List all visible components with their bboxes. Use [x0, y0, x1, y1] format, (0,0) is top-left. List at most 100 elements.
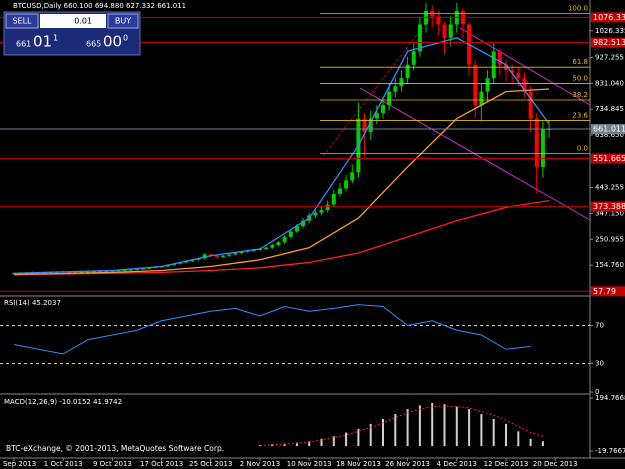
candle-body [196, 258, 201, 260]
buy-price-small: 0 [123, 34, 128, 43]
candle-body [301, 220, 306, 227]
sell-price-small: 1 [53, 34, 58, 43]
candle-body [288, 231, 293, 237]
macd-bar [259, 444, 261, 447]
price-level-label: 373.388 [593, 202, 625, 211]
candle-body [270, 244, 275, 248]
x-tick-label: 26 Nov 2013 [385, 460, 430, 468]
candle-body [436, 16, 441, 25]
x-tick-label: 4 Dec 2013 [437, 460, 477, 468]
buy-price-big: 665 [86, 40, 101, 49]
candle-body [98, 271, 103, 273]
macd-bar [332, 436, 335, 447]
macd-bar [505, 423, 507, 447]
y-tick-label: 154.760 [595, 261, 624, 269]
trade-panel: SELL 0.01 BUY 661 01 1 665 00 0 [3, 11, 141, 56]
buy-button[interactable] [107, 13, 139, 29]
candle-body [534, 118, 539, 167]
candle-body [171, 263, 176, 266]
candle-body [85, 271, 90, 273]
sell-button[interactable] [5, 13, 39, 29]
candle-body [497, 51, 502, 65]
sell-price-mid: 01 [33, 33, 52, 51]
candle-body [405, 64, 410, 79]
moving-average [13, 88, 550, 276]
y-tick-label: 0 [595, 388, 599, 396]
candle-body [135, 269, 139, 271]
macd-bar [394, 414, 397, 447]
macd-bar [529, 438, 532, 447]
sell-price-big: 661 [16, 40, 31, 49]
candle-body [91, 271, 96, 273]
macd-bar [320, 438, 323, 447]
candle-body [202, 254, 207, 259]
candle-body [12, 273, 16, 275]
x-tick-label: 12 Dec 2013 [484, 460, 529, 468]
candle-body [399, 78, 404, 87]
candle-body [276, 242, 281, 245]
candle-body [368, 118, 373, 132]
buy-label[interactable]: BUY [115, 17, 131, 26]
candle-body [393, 86, 398, 92]
candle-body [448, 24, 453, 38]
candle-body [485, 78, 490, 92]
y-tick-label: 638.650 [595, 131, 624, 139]
macd-bar [443, 404, 446, 447]
channel-line [359, 87, 591, 221]
y-tick-label: 1026.335 [595, 27, 625, 35]
candle-body [79, 271, 84, 273]
indicator-title: MACD(12,26,9) -10.0152 41.9742 [4, 398, 122, 406]
macd-bar [455, 406, 458, 447]
fib-label: 0.0 [577, 145, 588, 153]
candle-body [122, 269, 127, 271]
candle-body [67, 271, 72, 274]
macd-bar [480, 414, 483, 447]
candle-body [528, 91, 533, 119]
y-tick-label: 70 [595, 322, 604, 330]
x-tick-label: 10 Nov 2013 [287, 460, 332, 468]
candle-body [325, 204, 330, 211]
y-tick-label: 927.255 [595, 53, 624, 61]
candle-body [233, 253, 238, 255]
candle-body [239, 251, 244, 254]
candle-body [116, 270, 121, 272]
candle-body [184, 261, 189, 263]
y-tick-label: 734.845 [595, 105, 624, 113]
macd-bar [295, 442, 298, 447]
price-level-label: 661.011 [593, 125, 625, 134]
candle-body [516, 72, 521, 79]
candle-body [165, 265, 170, 267]
candle-body [362, 118, 367, 132]
candle-body [227, 254, 232, 256]
candle-body [522, 78, 527, 92]
buy-price-mid: 00 [103, 33, 122, 51]
sell-label[interactable]: SELL [12, 17, 32, 26]
fib-label: 38.2 [572, 91, 588, 99]
candle-body [214, 255, 219, 258]
y-tick-label: 250.955 [595, 235, 624, 243]
fib-label: 100.0 [568, 5, 588, 13]
y-tick-label: 347.150 [595, 209, 624, 217]
candle-body [190, 259, 195, 262]
price-level-label: 551.665 [593, 154, 625, 163]
price-level-label: 1076.33 [593, 13, 625, 22]
lot-value[interactable]: 0.01 [74, 17, 92, 26]
macd-bar [308, 441, 311, 447]
lot-input[interactable] [40, 14, 106, 28]
macd-bar [418, 405, 421, 447]
candle-body [381, 105, 385, 114]
candle-body [374, 113, 379, 119]
y-tick-label: 30 [595, 360, 604, 368]
price-level-label: 57.79 [593, 287, 616, 296]
candle-body [141, 268, 146, 270]
candle-body [442, 24, 447, 38]
macd-bar [369, 423, 372, 447]
x-tick-label: 20 Dec 2013 [533, 460, 578, 468]
candle-body [411, 51, 416, 65]
candle-body [491, 51, 496, 79]
x-tick-label: 9 Oct 2013 [93, 460, 132, 468]
moving-average [13, 199, 550, 276]
fib-label: 61.8 [572, 58, 588, 66]
